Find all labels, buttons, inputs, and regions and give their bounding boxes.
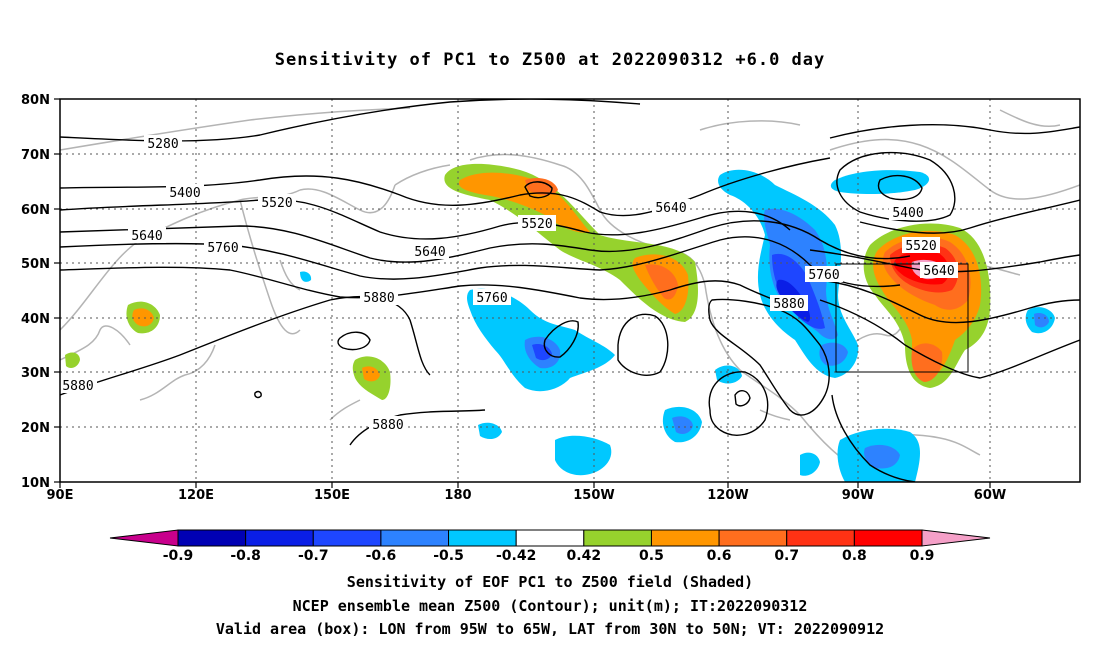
colorbar-label: 0.5: [639, 548, 664, 564]
contour-label-bg: [258, 194, 296, 210]
contour-label: 5400: [892, 206, 923, 221]
contour-label: 5400: [169, 186, 200, 201]
positive-region-aleutian: [444, 163, 698, 322]
colorbar-label: -0.42: [496, 548, 536, 564]
contour-label: 5880: [363, 291, 394, 306]
latitude-labels: 80N 70N 60N 50N 40N 30N 20N 10N: [21, 93, 50, 491]
lat-label: 20N: [21, 421, 50, 436]
contour-label: 5520: [521, 217, 552, 232]
lon-label: 150E: [314, 488, 350, 503]
contour-label: 5640: [414, 245, 445, 260]
colorbar: -0.9 -0.8 -0.7 -0.6 -0.5 -0.42 0.42 0.5 0.6 0.7 0.…: [109, 529, 991, 564]
contour-label-bg: [204, 239, 242, 255]
contour-label-bg: [128, 227, 166, 243]
colorbar-segment: [718, 529, 788, 547]
lon-label: 90E: [47, 488, 74, 503]
contour-label-bg: [889, 204, 927, 220]
valid-area-box: [835, 263, 969, 373]
contour-label-bg: [770, 295, 808, 311]
contour-label: 5880: [773, 297, 804, 312]
colorbar-segment: [312, 529, 382, 547]
lon-label: 180: [444, 488, 471, 503]
colorbar-segment: [515, 529, 585, 547]
colorbar-low-extension: [109, 529, 179, 547]
colorbar-segment: [448, 529, 517, 547]
contour-label: 5880: [62, 379, 93, 394]
contour-label: 5640: [923, 264, 954, 279]
contour-label-bg: [360, 289, 398, 305]
contour-label-bg: [805, 266, 843, 282]
colorbar-segment: [853, 529, 923, 547]
colorbar-label: 0.42: [567, 548, 602, 564]
positive-core-aleutian: [458, 172, 590, 233]
contour-label: 5280: [147, 137, 178, 152]
lat-label: 30N: [21, 366, 50, 381]
colorbar-segment: [583, 529, 652, 547]
contour-label-bg: [920, 262, 958, 278]
lat-label: 10N: [21, 476, 50, 491]
caption-contour: NCEP ensemble mean Z500 (Contour); unit(…: [292, 597, 808, 615]
contour-label-bg: [652, 199, 690, 215]
contour-label-bg: [411, 243, 449, 259]
lon-label: 60W: [974, 488, 1006, 503]
plot-frame: [59, 98, 1081, 483]
colorbar-segment: [786, 529, 855, 547]
contour-label: 5520: [261, 196, 292, 211]
colorbar-label: -0.9: [163, 548, 194, 564]
contour-label-bg: [369, 416, 407, 432]
contour-label: 5640: [655, 201, 686, 216]
colorbar-label: 0.9: [910, 548, 935, 564]
lon-label: 120W: [707, 488, 748, 503]
contour-label-bg: [518, 215, 556, 231]
caption-valid-area: Valid area (box): LON from 95W to 65W, L…: [215, 620, 885, 638]
contour-label: 5760: [808, 268, 839, 283]
colorbar-segment: [177, 529, 247, 547]
colorbar-label: 0.7: [774, 548, 799, 564]
colorbar-high-extension: [921, 529, 991, 547]
lat-lon-grid: [60, 99, 1080, 482]
colorbar-label: -0.7: [298, 548, 329, 564]
lon-label: 120E: [178, 488, 214, 503]
contour-label: 5760: [207, 241, 238, 256]
lat-label: 70N: [21, 148, 50, 163]
map-title: Sensitivity of PC1 to Z500 at 2022090312…: [274, 50, 826, 70]
lat-label: 50N: [21, 257, 50, 272]
colorbar-label: 0.8: [842, 548, 867, 564]
contour-label: 5640: [131, 229, 162, 244]
lat-label: 80N: [21, 93, 50, 108]
caption-shaded: Sensitivity of EOF PC1 to Z500 field (Sh…: [346, 573, 754, 591]
lat-label: 60N: [21, 203, 50, 218]
lon-label: 150W: [573, 488, 614, 503]
colorbar-segment: [245, 529, 314, 547]
contour-label: 5520: [905, 239, 936, 254]
lon-label: 90W: [842, 488, 874, 503]
contour-label-bg: [60, 377, 97, 393]
contour-label: 5760: [476, 291, 507, 306]
colorbar-label: -0.5: [433, 548, 464, 564]
lat-label: 40N: [21, 312, 50, 327]
contour-label-bg: [473, 289, 511, 305]
contour-label-bg: [902, 237, 940, 253]
contour-label: 5880: [372, 418, 403, 433]
colorbar-label: -0.8: [230, 548, 261, 564]
longitude-labels: 90E 120E 150E 180 150W 120W 90W 60W: [47, 488, 1007, 503]
colorbar-label: 0.6: [707, 548, 732, 564]
colorbar-segment: [380, 529, 450, 547]
colorbar-segment: [650, 529, 720, 547]
contour-label-bg: [166, 184, 204, 200]
contour-label-bg: [144, 135, 182, 151]
colorbar-label: -0.6: [366, 548, 397, 564]
contour-labels: 5280 5400 5520 5640 5760 5880 5640 5520 5760 5640…: [60, 135, 958, 433]
